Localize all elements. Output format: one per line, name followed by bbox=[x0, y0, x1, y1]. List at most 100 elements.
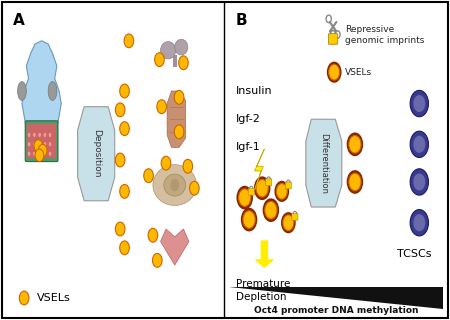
Circle shape bbox=[34, 140, 43, 152]
Circle shape bbox=[254, 176, 270, 200]
Circle shape bbox=[38, 144, 47, 157]
Text: A: A bbox=[13, 12, 25, 28]
Circle shape bbox=[410, 90, 428, 117]
Circle shape bbox=[27, 151, 31, 156]
Circle shape bbox=[19, 291, 29, 305]
Polygon shape bbox=[167, 91, 186, 148]
Circle shape bbox=[27, 132, 31, 137]
Ellipse shape bbox=[171, 179, 179, 191]
FancyBboxPatch shape bbox=[292, 213, 298, 220]
FancyBboxPatch shape bbox=[285, 182, 292, 189]
Ellipse shape bbox=[175, 39, 188, 55]
FancyArrowPatch shape bbox=[256, 241, 273, 267]
Circle shape bbox=[155, 53, 164, 67]
Circle shape bbox=[38, 151, 41, 156]
Circle shape bbox=[263, 198, 279, 222]
Circle shape bbox=[38, 132, 41, 137]
Circle shape bbox=[274, 181, 289, 202]
FancyBboxPatch shape bbox=[248, 188, 254, 195]
Polygon shape bbox=[306, 119, 342, 207]
Circle shape bbox=[153, 253, 162, 267]
Circle shape bbox=[115, 153, 125, 167]
Circle shape bbox=[43, 142, 47, 147]
Circle shape bbox=[243, 211, 255, 228]
Ellipse shape bbox=[161, 42, 176, 59]
Text: VSELs: VSELs bbox=[345, 68, 372, 77]
Circle shape bbox=[161, 156, 171, 170]
Text: Insulin: Insulin bbox=[236, 86, 273, 96]
Circle shape bbox=[329, 64, 340, 80]
Text: Oct4 promoter DNA methylation: Oct4 promoter DNA methylation bbox=[254, 306, 418, 315]
Circle shape bbox=[414, 136, 425, 153]
Circle shape bbox=[120, 241, 129, 255]
Circle shape bbox=[38, 142, 41, 147]
FancyBboxPatch shape bbox=[27, 124, 56, 158]
Ellipse shape bbox=[164, 174, 186, 196]
Polygon shape bbox=[230, 287, 443, 309]
Circle shape bbox=[281, 212, 296, 233]
Circle shape bbox=[236, 186, 253, 210]
Polygon shape bbox=[255, 149, 264, 190]
Circle shape bbox=[179, 56, 188, 70]
Circle shape bbox=[43, 151, 47, 156]
Circle shape bbox=[183, 159, 193, 173]
Text: Igf-2: Igf-2 bbox=[236, 114, 261, 124]
Circle shape bbox=[346, 132, 363, 156]
Circle shape bbox=[124, 34, 134, 48]
Circle shape bbox=[189, 181, 199, 195]
Circle shape bbox=[115, 222, 125, 236]
Text: Differentiation: Differentiation bbox=[319, 132, 328, 194]
Circle shape bbox=[276, 183, 287, 199]
Circle shape bbox=[33, 142, 36, 147]
Circle shape bbox=[148, 228, 158, 242]
Circle shape bbox=[48, 151, 52, 156]
Circle shape bbox=[33, 132, 36, 137]
Circle shape bbox=[349, 136, 361, 153]
Polygon shape bbox=[22, 41, 61, 160]
Ellipse shape bbox=[153, 165, 197, 205]
Ellipse shape bbox=[48, 82, 57, 100]
FancyBboxPatch shape bbox=[328, 34, 338, 44]
Circle shape bbox=[238, 189, 251, 206]
Circle shape bbox=[43, 132, 47, 137]
Polygon shape bbox=[33, 136, 50, 162]
Circle shape bbox=[327, 62, 342, 83]
Text: Deposition: Deposition bbox=[92, 130, 101, 178]
Circle shape bbox=[241, 208, 257, 231]
Circle shape bbox=[256, 180, 268, 197]
Circle shape bbox=[115, 103, 125, 117]
Circle shape bbox=[410, 169, 428, 195]
Circle shape bbox=[349, 173, 361, 191]
Text: Repressive
genomic imprints: Repressive genomic imprints bbox=[345, 25, 424, 44]
Circle shape bbox=[174, 125, 184, 139]
Circle shape bbox=[410, 210, 428, 236]
Circle shape bbox=[33, 151, 36, 156]
Circle shape bbox=[414, 173, 425, 190]
Text: VSELs: VSELs bbox=[37, 293, 71, 303]
FancyBboxPatch shape bbox=[266, 179, 272, 186]
FancyBboxPatch shape bbox=[25, 121, 58, 162]
Circle shape bbox=[174, 90, 184, 104]
Text: Igf-1: Igf-1 bbox=[236, 142, 261, 152]
Circle shape bbox=[120, 184, 129, 198]
Polygon shape bbox=[161, 229, 189, 265]
Circle shape bbox=[48, 142, 52, 147]
Circle shape bbox=[27, 142, 31, 147]
Polygon shape bbox=[77, 107, 115, 201]
Text: B: B bbox=[236, 12, 248, 28]
Ellipse shape bbox=[18, 82, 26, 100]
Circle shape bbox=[35, 149, 44, 162]
Circle shape bbox=[414, 214, 425, 231]
Circle shape bbox=[283, 215, 294, 230]
Circle shape bbox=[120, 122, 129, 136]
Text: TCSCs: TCSCs bbox=[397, 249, 432, 259]
Circle shape bbox=[346, 170, 363, 194]
Text: Premature
Depletion: Premature Depletion bbox=[236, 279, 290, 301]
Circle shape bbox=[265, 201, 277, 219]
Bar bbox=[172, 55, 177, 68]
Circle shape bbox=[414, 95, 425, 112]
Circle shape bbox=[120, 84, 129, 98]
Circle shape bbox=[144, 169, 153, 183]
Circle shape bbox=[48, 132, 52, 137]
Circle shape bbox=[410, 131, 428, 157]
